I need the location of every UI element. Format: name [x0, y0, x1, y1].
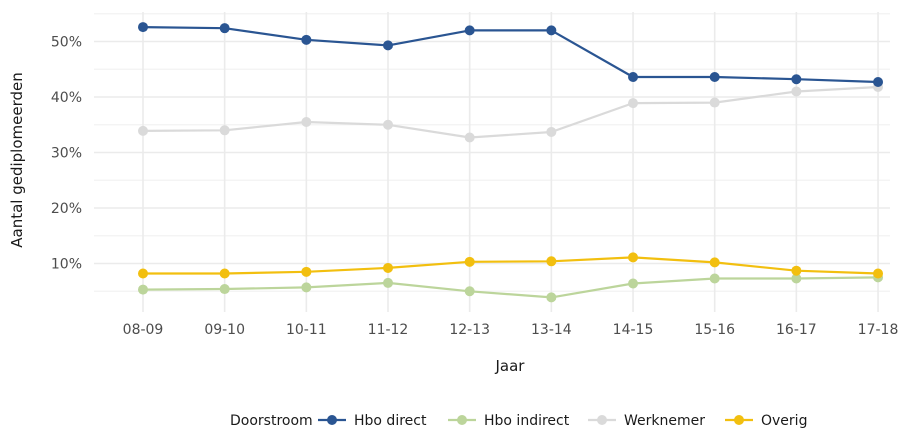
legend-label: Hbo indirect [484, 413, 570, 429]
data-point [791, 273, 802, 284]
legend-item-werknemer: Werknemer [588, 413, 705, 429]
data-point [301, 266, 312, 277]
series-hbo-direct [138, 22, 884, 88]
x-tick-label: 12-13 [449, 322, 490, 338]
series-line [143, 256, 879, 275]
x-axis-title: Jaar [495, 357, 526, 375]
data-point [138, 268, 148, 279]
data-point [709, 72, 720, 83]
data-point [464, 25, 475, 36]
legend-key-point [734, 415, 744, 425]
data-point [791, 86, 802, 97]
data-point [873, 268, 884, 279]
data-point [628, 278, 639, 289]
legend-label: Overig [761, 413, 807, 429]
data-point [709, 257, 720, 268]
grid [94, 12, 890, 312]
data-point [709, 273, 720, 284]
x-tick-label: 16-17 [776, 322, 817, 338]
series-line [142, 85, 879, 139]
data-point [546, 292, 557, 303]
y-tick-label: 50% [51, 35, 82, 51]
data-point [464, 256, 475, 267]
y-axis-title: Aantal gediplomeerden [8, 72, 26, 248]
series-hbo-indirect [138, 272, 884, 303]
data-point [301, 34, 312, 45]
x-tick-label: 09-10 [204, 322, 245, 338]
data-point [791, 74, 802, 85]
x-tick-label: 10-11 [286, 322, 327, 338]
legend-key-point [597, 415, 607, 425]
data-point [383, 119, 394, 130]
x-axis-ticks: 08-09 09-10 10-11 11-12 12-13 13-14 14-15 15-16… [123, 322, 899, 338]
legend-label: Werknemer [624, 413, 705, 429]
x-tick-label: 08-09 [123, 322, 164, 338]
series-line [142, 276, 879, 299]
y-axis-ticks: 10% 20% 30% 40% 50% [51, 35, 82, 273]
data-point [219, 284, 230, 295]
data-point [383, 40, 394, 51]
data-point [546, 25, 557, 36]
data-point [138, 284, 148, 295]
data-point [301, 282, 312, 293]
legend-label: Hbo direct [354, 413, 427, 429]
legend: Doorstroom Hbo direct Hbo indirect Werkneme… [230, 413, 807, 429]
legend-item-overig: Overig [725, 413, 807, 429]
data-point [873, 77, 884, 88]
data-point [546, 256, 557, 267]
series-layer [138, 22, 884, 303]
x-tick-label: 17-18 [858, 322, 899, 338]
legend-item-hbo-direct: Hbo direct [318, 413, 427, 429]
x-tick-label: 11-12 [368, 322, 409, 338]
legend-key-point [457, 415, 467, 425]
data-point [138, 125, 148, 136]
y-tick-label: 30% [51, 146, 82, 162]
data-point [383, 262, 394, 273]
data-point [219, 268, 230, 279]
legend-item-hbo-indirect: Hbo indirect [448, 413, 570, 429]
data-point [464, 286, 475, 297]
legend-key-point [327, 415, 337, 425]
data-point [138, 22, 148, 33]
series-line [142, 26, 879, 84]
series-werknemer [138, 82, 884, 143]
x-tick-label: 14-15 [613, 322, 654, 338]
data-point [464, 132, 475, 143]
data-point [628, 72, 639, 83]
data-point [546, 126, 557, 137]
legend-title: Doorstroom [230, 413, 313, 429]
data-point [219, 23, 230, 34]
data-point [219, 125, 230, 136]
x-tick-label: 15-16 [694, 322, 735, 338]
data-point [628, 252, 639, 263]
y-tick-label: 10% [51, 257, 82, 273]
series-overig [138, 252, 884, 279]
x-tick-label: 13-14 [531, 322, 572, 338]
data-point [301, 116, 312, 127]
data-point [628, 98, 639, 109]
data-point [383, 277, 394, 288]
data-point [709, 97, 720, 108]
y-tick-label: 20% [51, 201, 82, 217]
y-tick-label: 40% [51, 90, 82, 106]
data-point [791, 265, 802, 276]
